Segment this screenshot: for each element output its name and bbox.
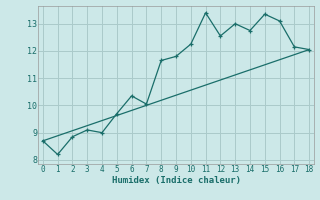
X-axis label: Humidex (Indice chaleur): Humidex (Indice chaleur) <box>111 176 241 185</box>
